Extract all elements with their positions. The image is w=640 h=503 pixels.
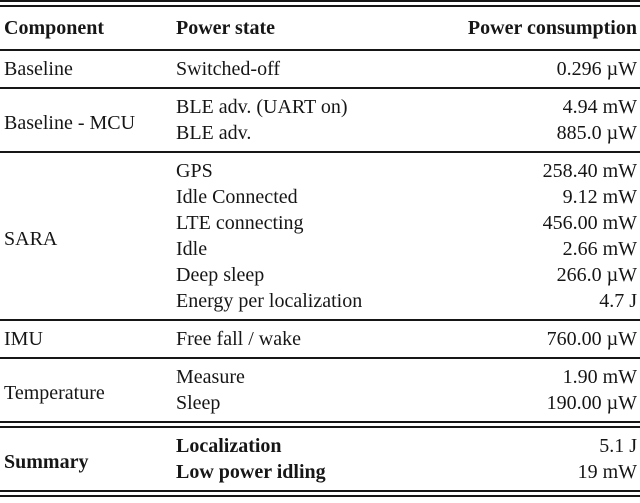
component-cell: Summary [4, 450, 89, 473]
power-value-cell: 258.40 mW [542, 160, 637, 182]
power-value-cell: 760.00 µW [546, 328, 637, 350]
power-value-cell: 456.00 mW [542, 212, 637, 234]
power-state-cell: Low power idling [176, 461, 326, 483]
section-baseline-mcu: Baseline - MCU BLE adv. (UART on) 4.94 m… [0, 88, 640, 152]
table-row: LTE connecting 456.00 mW [0, 210, 640, 236]
table-row: IMU Free fall / wake 760.00 µW [0, 320, 640, 358]
power-value-cell: 1.90 mW [562, 366, 637, 388]
section-baseline: Baseline Switched-off 0.296 µW [0, 50, 640, 88]
section-sara: SARA GPS 258.40 mW Idle Connected 9.12 m… [0, 152, 640, 320]
power-state-cell: Idle Connected [176, 186, 298, 208]
power-state-cell: Deep sleep [176, 264, 265, 286]
table-row: Deep sleep 266.0 µW [0, 262, 640, 288]
power-state-cell: BLE adv. [176, 122, 252, 144]
table-row: Low power idling 19 mW [0, 459, 640, 494]
column-header-power-consumption: Power consumption [467, 17, 637, 39]
header-row: Component Power state Power consumption [0, 4, 640, 51]
power-state-cell: Energy per localization [176, 290, 363, 312]
power-value-cell: 9.12 mW [562, 186, 637, 208]
table-row: BLE adv. 885.0 µW [0, 120, 640, 152]
table-row: Baseline - MCU BLE adv. (UART on) 4.94 m… [0, 88, 640, 134]
table-row: Temperature Measure 1.90 mW [0, 358, 640, 404]
table-row: Summary Localization 5.1 J [0, 425, 640, 473]
power-state-cell: LTE connecting [176, 212, 304, 234]
component-cell: Baseline [4, 58, 73, 80]
power-state-cell: Idle [176, 238, 208, 260]
section-imu: IMU Free fall / wake 760.00 µW [0, 320, 640, 358]
power-state-cell: Measure [176, 366, 245, 388]
table-row: Idle Connected 9.12 mW [0, 184, 640, 210]
power-value-cell: 266.0 µW [556, 264, 637, 286]
component-cell: Baseline - MCU [4, 111, 136, 134]
table-row: Baseline Switched-off 0.296 µW [0, 50, 640, 88]
column-header-component: Component [4, 17, 105, 39]
table-row: SARA GPS 258.40 mW [0, 152, 640, 250]
power-state-cell: Free fall / wake [176, 328, 301, 350]
power-state-cell: BLE adv. (UART on) [176, 96, 348, 118]
power-state-cell: Sleep [176, 392, 221, 414]
power-value-cell: 190.00 µW [546, 392, 637, 414]
section-summary: Summary Localization 5.1 J Low power idl… [0, 424, 640, 494]
table-row: Sleep 190.00 µW [0, 390, 640, 425]
power-value-cell: 5.1 J [599, 435, 637, 457]
power-state-cell: GPS [176, 160, 213, 182]
table-header: Component Power state Power consumption [0, 4, 640, 51]
table-row: Energy per localization 4.7 J [0, 288, 640, 320]
power-value-cell: 19 mW [577, 461, 637, 483]
component-cell: IMU [4, 328, 43, 350]
component-cell: Temperature [4, 381, 105, 404]
power-value-cell: 885.0 µW [556, 122, 637, 144]
power-state-cell: Switched-off [176, 58, 281, 80]
power-value-cell: 4.94 mW [562, 96, 637, 118]
power-state-cell: Localization [176, 435, 282, 457]
table-row: Idle 2.66 mW [0, 236, 640, 262]
component-cell: SARA [4, 227, 58, 250]
power-value-cell: 0.296 µW [556, 58, 637, 80]
section-temperature: Temperature Measure 1.90 mW Sleep 190.00… [0, 358, 640, 425]
power-value-cell: 4.7 J [599, 290, 637, 312]
column-header-power-state: Power state [176, 17, 276, 39]
power-value-cell: 2.66 mW [562, 238, 637, 260]
